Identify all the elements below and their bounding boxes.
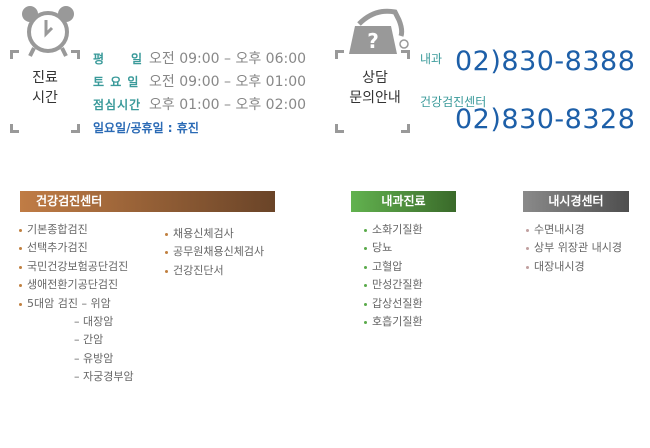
- list-item: 호흡기질환: [364, 313, 423, 331]
- list-item: 만성간질환: [364, 276, 423, 294]
- dept-checkup: 건강검진센터: [420, 95, 487, 109]
- endoscopy-list: 수면내시경 상부 위장관 내시경 대장내시경: [526, 221, 622, 276]
- section-header-internal: 내과진료: [351, 191, 456, 212]
- contact-label: 상담 문의안내: [349, 70, 401, 106]
- svg-text:?: ?: [367, 29, 379, 53]
- alarm-clock-icon: [22, 6, 74, 57]
- list-subitem: – 자궁경부암: [74, 370, 134, 384]
- list-item: 소화기질환: [364, 221, 423, 239]
- list-item: 채용신체검사: [165, 225, 264, 243]
- list-item: 건강진단서: [165, 262, 264, 280]
- list-subitem: – 유방암: [74, 351, 114, 365]
- list-item: 선택추가검진: [19, 239, 134, 257]
- checkup-list-1: 기본종합검진 선택추가검진 국민건강보험공단검진 생애전환기공단검진 5대암 검…: [19, 221, 134, 387]
- list-item: 당뇨: [364, 239, 423, 257]
- checkup-list-2: 채용신체검사 공무원채용신체검사 건강진단서: [165, 225, 264, 280]
- list-item: 고혈압: [364, 258, 423, 276]
- list-item: 갑상선질환: [364, 295, 423, 313]
- phone-internal[interactable]: 02)830-8388: [455, 46, 636, 77]
- list-subitem: – 간암: [74, 333, 104, 347]
- hours-row-weekday: 평 일 오전 09:00 – 오후 06:00: [93, 51, 307, 67]
- phone-checkup[interactable]: 02)830-8328: [455, 104, 636, 135]
- hours-row-saturday: 토 요 일 오전 09:00 – 오후 01:00: [93, 74, 307, 90]
- dept-internal: 내과: [420, 52, 443, 66]
- section-header-endoscopy: 내시경센터: [523, 191, 629, 212]
- list-item: 5대암 검진 – 위암: [19, 295, 134, 313]
- hours-row-lunch: 점심시간 오후 01:00 – 오후 02:00: [93, 97, 307, 113]
- list-item: 수면내시경: [526, 221, 622, 239]
- list-item: 상부 위장관 내시경: [526, 239, 622, 257]
- telephone-question-icon: ?: [349, 8, 409, 54]
- list-item: 공무원채용신체검사: [165, 243, 264, 261]
- list-item: 생애전환기공단검진: [19, 276, 134, 294]
- hours-label: 진료 시간: [32, 70, 58, 106]
- list-item: 국민건강보험공단검진: [19, 258, 134, 276]
- section-header-checkup: 건강검진센터: [20, 191, 275, 212]
- list-subitem: – 대장암: [74, 314, 114, 328]
- list-item: 기본종합검진: [19, 221, 134, 239]
- list-item: 대장내시경: [526, 258, 622, 276]
- hours-closed: 일요일/공휴일 : 휴진: [93, 121, 199, 135]
- internal-list: 소화기질환 당뇨 고혈압 만성간질환 갑상선질환 호흡기질환: [364, 221, 423, 331]
